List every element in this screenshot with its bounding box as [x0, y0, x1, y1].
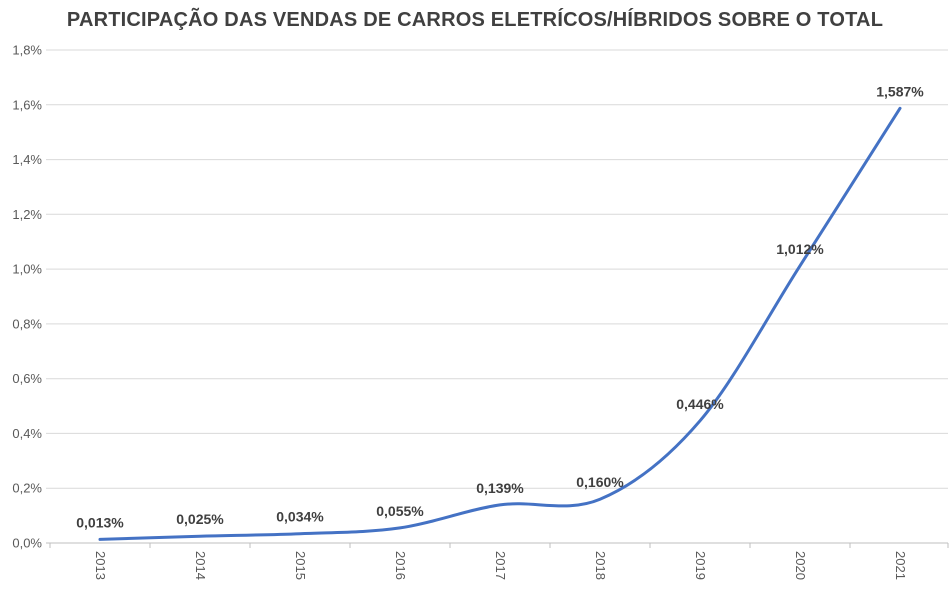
data-label: 1,587%	[876, 83, 924, 99]
x-axis-tick-label: 2020	[793, 551, 808, 580]
data-label: 0,013%	[76, 514, 124, 530]
y-axis-tick-label: 1,6%	[12, 97, 42, 112]
x-axis-tick-label: 2017	[493, 551, 508, 580]
chart-title: PARTICIPAÇÃO DAS VENDAS DE CARROS ELETRÍ…	[66, 9, 884, 31]
x-axis-tick-label: 2015	[293, 551, 308, 580]
y-axis-tick-label: 0,2%	[12, 481, 42, 496]
x-axis-tick-label: 2014	[193, 551, 208, 580]
data-label: 0,055%	[376, 503, 424, 519]
y-axis-tick-label: 0,6%	[12, 371, 42, 386]
y-axis-tick-label: 1,4%	[12, 152, 42, 167]
y-axis-tick-label: 0,4%	[12, 426, 42, 441]
y-axis-tick-label: 0,8%	[12, 316, 42, 331]
series-line	[98, 106, 902, 541]
data-label: 0,025%	[176, 511, 224, 527]
data-label: 0,034%	[276, 509, 324, 525]
data-label: 1,012%	[776, 241, 824, 257]
y-axis-tick-label: 1,0%	[12, 262, 42, 277]
x-axis-tick-label: 2021	[893, 551, 908, 580]
x-axis-tick-label: 2013	[93, 551, 108, 580]
data-label: 0,160%	[576, 474, 624, 490]
data-label: 0,139%	[476, 480, 524, 496]
y-axis-tick-label: 1,2%	[12, 207, 42, 222]
data-label: 0,446%	[676, 396, 724, 412]
y-axis-tick-label: 0,0%	[12, 536, 42, 551]
x-axis-tick-label: 2018	[593, 551, 608, 580]
y-axis-tick-label: 1,8%	[12, 43, 42, 58]
x-axis-tick-label: 2016	[393, 551, 408, 580]
x-axis-tick-label: 2019	[693, 551, 708, 580]
